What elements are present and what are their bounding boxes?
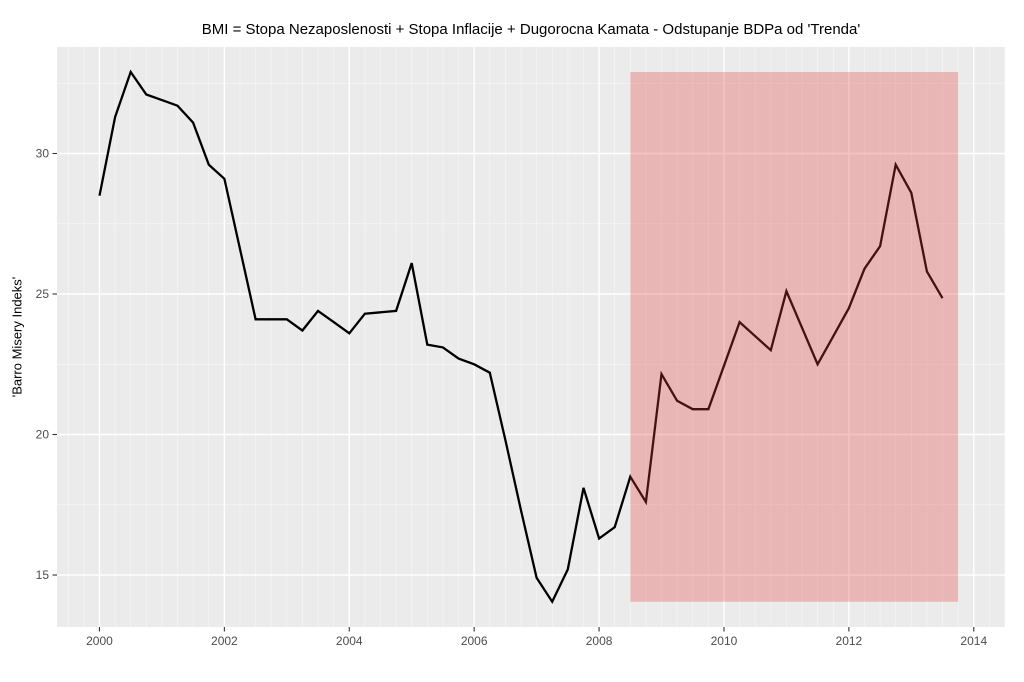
- highlight-region: [630, 72, 959, 602]
- axis-ticks: [52, 152, 975, 632]
- x-tick-label: 2014: [960, 634, 987, 648]
- y-tick-label: 25: [36, 287, 50, 301]
- x-tick-label: 2010: [711, 634, 738, 648]
- y-axis-labels: 15 20 25 30: [36, 147, 50, 583]
- bmi-line: [98, 69, 944, 605]
- x-tick-label: 2004: [336, 634, 363, 648]
- x-axis-labels: 2000 2002 2004 2006 2008 2010 2012 2014: [86, 634, 987, 648]
- x-tick-label: 2012: [836, 634, 863, 648]
- x-tick-label: 2008: [586, 634, 613, 648]
- y-tick-label: 15: [36, 568, 50, 582]
- chart-title: BMI = Stopa Nezaposlenosti + Stopa Infla…: [201, 21, 861, 38]
- major-gridlines: [57, 47, 1005, 627]
- plot-panel: [57, 47, 1005, 627]
- x-tick-label: 2006: [461, 634, 488, 648]
- y-tick-label: 20: [36, 428, 50, 442]
- x-tick-label: 2000: [86, 634, 113, 648]
- minor-gridlines: [57, 47, 1006, 627]
- y-tick-label: 30: [36, 147, 50, 161]
- x-tick-label: 2002: [211, 634, 238, 648]
